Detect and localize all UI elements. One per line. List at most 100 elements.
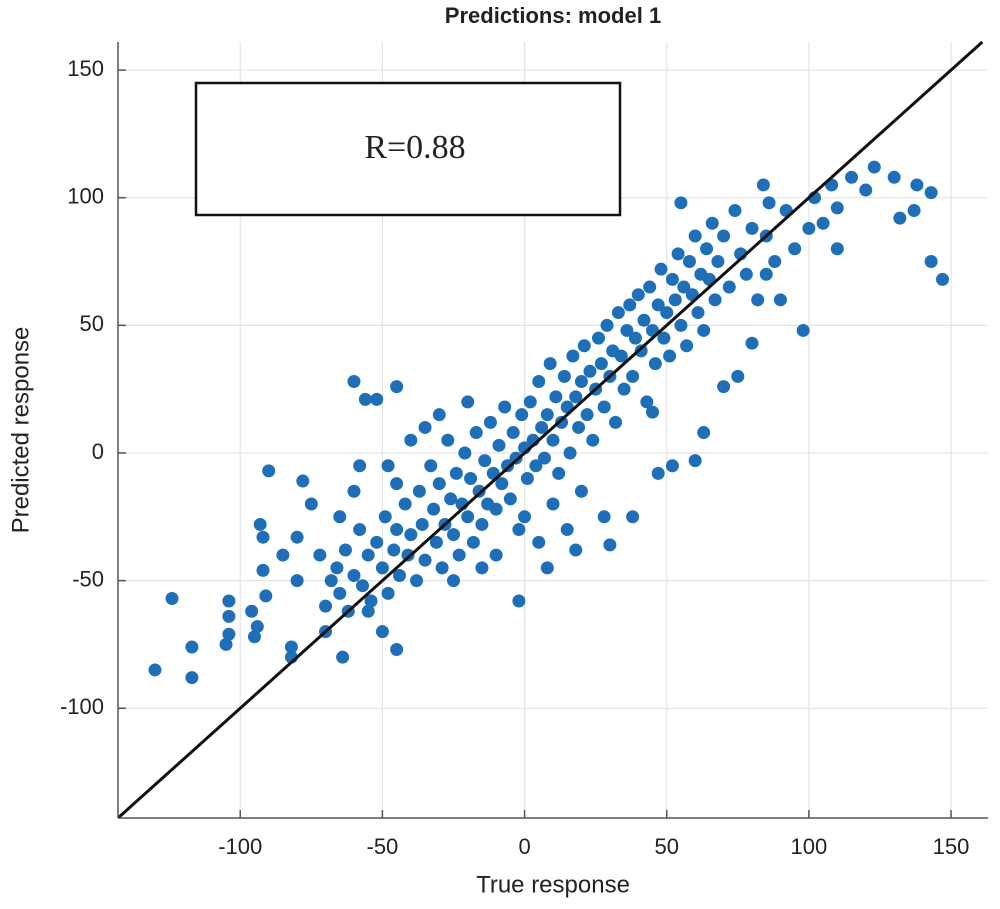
point [398,497,412,511]
point [222,609,236,623]
point [333,586,347,600]
point [756,178,770,192]
point [361,548,375,562]
point [677,280,691,294]
point [731,369,745,383]
point [333,510,347,524]
point [745,221,759,235]
point [634,344,648,358]
point [347,484,361,498]
point [245,604,259,618]
point [924,255,938,269]
point [560,523,574,537]
point [631,288,645,302]
point [148,663,162,677]
point [256,563,270,577]
point [495,477,509,491]
point [580,408,594,422]
point [657,331,671,345]
point [626,369,640,383]
point [276,548,290,562]
point [745,336,759,350]
point [347,375,361,388]
point [611,306,625,320]
point [219,637,233,651]
point [535,420,549,434]
point [583,364,597,378]
point [387,543,401,557]
point [637,313,651,327]
point [446,574,460,588]
point [247,630,261,644]
point [319,599,333,613]
point [518,510,532,524]
point [392,569,406,582]
point [830,242,844,256]
point [529,459,543,473]
point [674,318,688,332]
point [910,178,924,192]
point [722,280,736,294]
point [429,535,443,549]
point [697,426,711,440]
identity-line [116,40,984,820]
point [651,466,665,480]
point [520,472,534,485]
point [697,323,711,337]
point [375,561,389,575]
point [347,569,361,582]
point [563,446,577,460]
point [537,451,551,465]
point [418,420,432,434]
point [290,530,304,544]
point [475,561,489,575]
point [887,170,901,184]
point [566,349,580,363]
point [449,466,463,480]
annotation: R=0.88 [364,129,465,166]
point [762,196,776,210]
y-tick-label: 100 [67,184,104,209]
point [816,216,830,230]
point [577,339,591,353]
point [640,395,654,409]
point [492,438,506,452]
point [802,221,816,235]
point [700,242,714,256]
point [390,523,404,537]
point [185,671,199,685]
y-axis-label: Predicted response [7,327,34,534]
point [768,255,782,269]
point [435,561,449,575]
point [688,229,702,243]
point [452,548,466,562]
chart-title: Predictions: model 1 [445,3,661,28]
point [478,454,492,468]
point [574,484,588,498]
point [936,272,950,286]
point [597,400,611,414]
point [663,349,677,363]
point [859,183,873,197]
point [446,528,460,542]
point [353,459,367,473]
point [381,459,395,473]
y-tick-label: 150 [67,56,104,81]
point [532,535,546,549]
point [603,538,617,552]
point [461,510,475,524]
y-tick-label: 0 [92,439,104,464]
point [259,589,273,603]
point [472,484,486,498]
point [501,459,515,473]
point [427,502,441,516]
point [552,466,566,480]
point [569,543,583,557]
point [415,517,429,531]
point [506,426,520,440]
point [330,561,344,575]
point [370,392,384,406]
point [717,229,731,243]
point [469,426,483,440]
point [313,548,327,562]
